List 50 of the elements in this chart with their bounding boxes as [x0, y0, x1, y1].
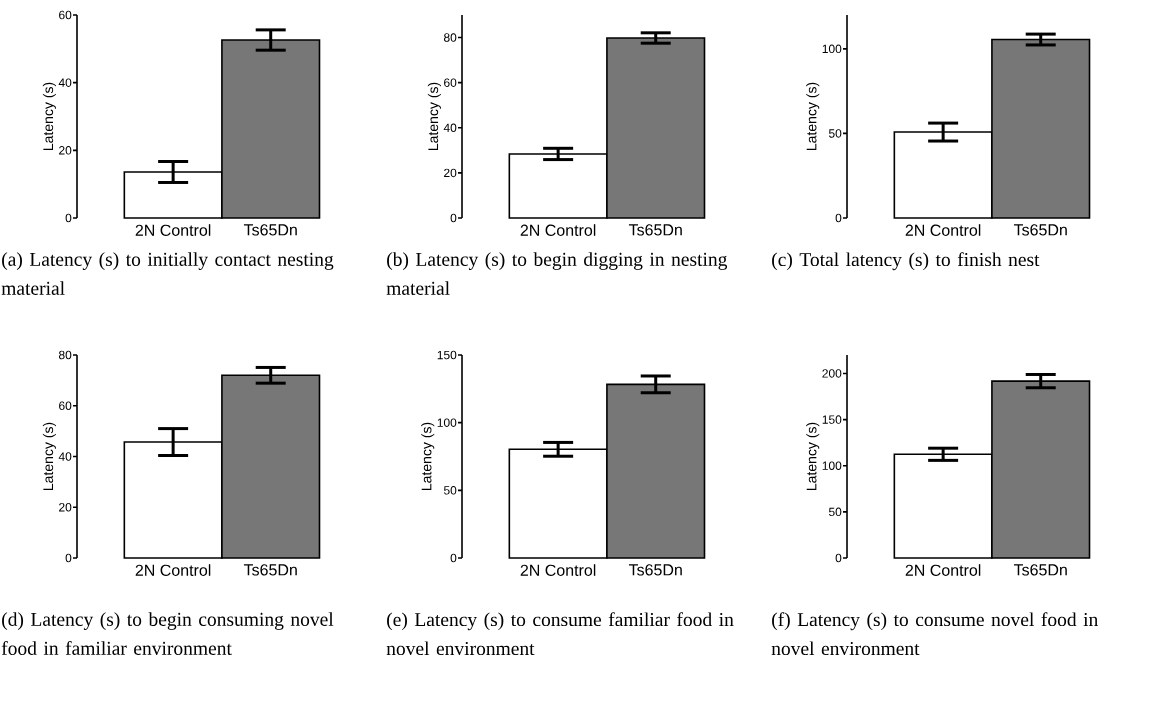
x-tick-label: Ts65Dn — [628, 224, 682, 236]
x-tick-label: 2N Control — [520, 224, 596, 236]
x-tick-label: Ts65Dn — [628, 564, 682, 576]
y-tick-label: 0 — [65, 213, 72, 223]
y-tick-label: 20 — [444, 168, 457, 178]
y-axis-title: Latency (s) — [42, 422, 56, 490]
y-tick-label: 60 — [444, 78, 457, 87]
y-tick-label: 0 — [450, 553, 457, 563]
y-axis-title: Latency (s) — [427, 82, 441, 150]
y-tick-label: 100 — [437, 418, 457, 427]
text: (b) Latency (s) to begin digging in nesting material — [386, 252, 728, 295]
y-tick-label: 0 — [835, 553, 842, 563]
y-tick-label: 200 — [822, 369, 842, 378]
y-axis-title: Latency (s) — [42, 82, 56, 150]
y-tick-label: 0 — [835, 213, 842, 223]
y-tick-label: 40 — [58, 78, 72, 87]
y-tick-label: 150 — [822, 415, 842, 424]
x-tick-label: 2N Control — [135, 224, 211, 236]
text: (f) Latency (s) to consume novel food in novel environment — [771, 612, 1099, 656]
y-tick-label: 60 — [59, 401, 72, 410]
y-tick-label: 0 — [450, 213, 457, 223]
y-tick-label: 60 — [59, 10, 72, 20]
y-tick-label: 50 — [443, 486, 457, 495]
y-tick-label: 50 — [828, 507, 842, 517]
y-tick-label: 100 — [822, 461, 842, 470]
y-tick-label: 150 — [437, 350, 457, 360]
y-tick-label: 40 — [58, 452, 72, 461]
y-tick-label: 80 — [58, 350, 72, 360]
y-axis-title: Latency (s) — [421, 422, 435, 490]
text: (c) Total latency (s) to finish nest — [772, 252, 1040, 271]
y-tick-label: 40 — [443, 123, 457, 133]
y-tick-label: 20 — [59, 503, 72, 512]
x-tick-label: 2N Control — [905, 564, 981, 576]
x-tick-label: Ts65Dn — [1013, 564, 1067, 576]
y-tick-label: 80 — [443, 33, 457, 42]
y-tick-label: 20 — [59, 146, 72, 155]
x-tick-label: 2N Control — [520, 564, 596, 576]
x-tick-label: 2N Control — [905, 224, 981, 236]
y-axis-title: Latency (s) — [806, 422, 820, 490]
y-tick-label: 50 — [828, 129, 842, 138]
text: (e) Latency (s) to consume familiar food in novel environment — [386, 612, 734, 656]
x-tick-label: 2N Control — [135, 564, 211, 576]
text: (d) Latency (s) to begin consuming novel food in familiar environment — [1, 612, 334, 655]
text: (a) Latency (s) to initially contact nesting material — [1, 252, 334, 295]
y-axis-title: Latency (s) — [806, 82, 820, 150]
x-tick-label: Ts65Dn — [243, 224, 297, 236]
x-tick-label: Ts65Dn — [1013, 224, 1067, 236]
x-tick-label: Ts65Dn — [243, 564, 297, 576]
y-tick-label: 100 — [822, 44, 842, 54]
y-tick-label: 0 — [65, 553, 72, 563]
